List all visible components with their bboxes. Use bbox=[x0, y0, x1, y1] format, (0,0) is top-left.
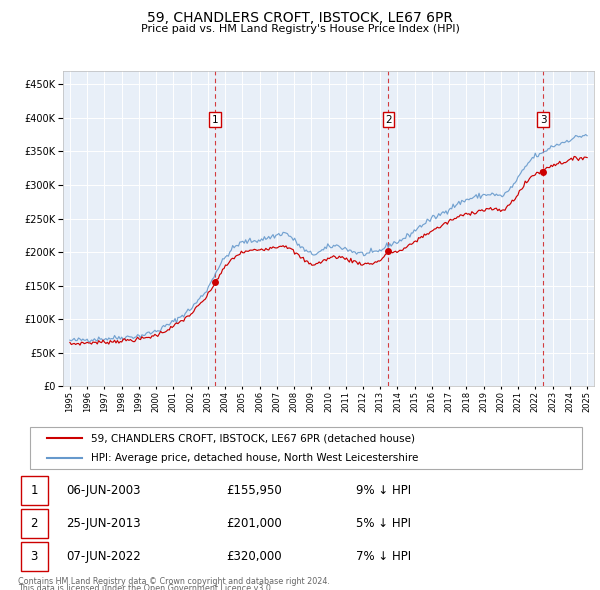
Text: 59, CHANDLERS CROFT, IBSTOCK, LE67 6PR: 59, CHANDLERS CROFT, IBSTOCK, LE67 6PR bbox=[147, 11, 453, 25]
Text: HPI: Average price, detached house, North West Leicestershire: HPI: Average price, detached house, Nort… bbox=[91, 453, 418, 463]
Text: 1: 1 bbox=[31, 484, 38, 497]
Text: 1: 1 bbox=[212, 114, 219, 124]
Text: 07-JUN-2022: 07-JUN-2022 bbox=[66, 550, 140, 563]
Text: £201,000: £201,000 bbox=[227, 517, 283, 530]
Text: 59, CHANDLERS CROFT, IBSTOCK, LE67 6PR (detached house): 59, CHANDLERS CROFT, IBSTOCK, LE67 6PR (… bbox=[91, 433, 415, 443]
Text: 5% ↓ HPI: 5% ↓ HPI bbox=[356, 517, 412, 530]
Text: £320,000: £320,000 bbox=[227, 550, 283, 563]
Text: 3: 3 bbox=[539, 114, 546, 124]
Bar bbox=[21, 542, 48, 571]
Text: 2: 2 bbox=[385, 114, 392, 124]
Text: This data is licensed under the Open Government Licence v3.0.: This data is licensed under the Open Gov… bbox=[18, 584, 274, 590]
Text: 7% ↓ HPI: 7% ↓ HPI bbox=[356, 550, 412, 563]
Bar bbox=[21, 476, 48, 505]
Text: Contains HM Land Registry data © Crown copyright and database right 2024.: Contains HM Land Registry data © Crown c… bbox=[18, 577, 330, 586]
Text: 9% ↓ HPI: 9% ↓ HPI bbox=[356, 484, 412, 497]
Text: Price paid vs. HM Land Registry's House Price Index (HPI): Price paid vs. HM Land Registry's House … bbox=[140, 24, 460, 34]
Text: 2: 2 bbox=[31, 517, 38, 530]
Text: 3: 3 bbox=[31, 550, 38, 563]
Bar bbox=[21, 509, 48, 538]
Text: 06-JUN-2003: 06-JUN-2003 bbox=[66, 484, 140, 497]
Text: £155,950: £155,950 bbox=[227, 484, 283, 497]
Text: 25-JUN-2013: 25-JUN-2013 bbox=[66, 517, 140, 530]
